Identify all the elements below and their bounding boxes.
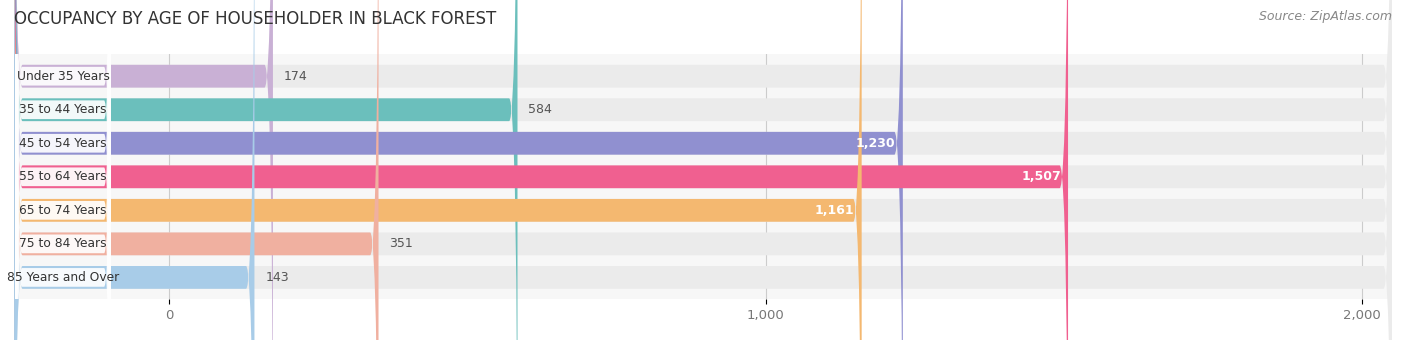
Text: Source: ZipAtlas.com: Source: ZipAtlas.com: [1258, 10, 1392, 23]
FancyBboxPatch shape: [14, 0, 1392, 340]
FancyBboxPatch shape: [15, 0, 111, 340]
FancyBboxPatch shape: [14, 0, 254, 340]
Text: 55 to 64 Years: 55 to 64 Years: [20, 170, 107, 183]
Text: Under 35 Years: Under 35 Years: [17, 70, 110, 83]
Text: 35 to 44 Years: 35 to 44 Years: [20, 103, 107, 116]
FancyBboxPatch shape: [14, 0, 862, 340]
Text: 75 to 84 Years: 75 to 84 Years: [20, 237, 107, 250]
Text: 174: 174: [284, 70, 308, 83]
Text: 351: 351: [389, 237, 413, 250]
FancyBboxPatch shape: [14, 0, 1392, 340]
FancyBboxPatch shape: [15, 0, 111, 340]
FancyBboxPatch shape: [15, 0, 111, 340]
FancyBboxPatch shape: [15, 0, 111, 340]
FancyBboxPatch shape: [14, 0, 1069, 340]
FancyBboxPatch shape: [14, 0, 517, 340]
FancyBboxPatch shape: [14, 0, 1392, 340]
FancyBboxPatch shape: [15, 0, 111, 340]
Text: 143: 143: [266, 271, 288, 284]
FancyBboxPatch shape: [14, 0, 903, 340]
Text: 1,507: 1,507: [1021, 170, 1062, 183]
Text: 1,230: 1,230: [856, 137, 896, 150]
Text: 65 to 74 Years: 65 to 74 Years: [20, 204, 107, 217]
Text: 584: 584: [529, 103, 553, 116]
Text: 45 to 54 Years: 45 to 54 Years: [20, 137, 107, 150]
FancyBboxPatch shape: [14, 0, 1392, 340]
FancyBboxPatch shape: [14, 0, 273, 340]
FancyBboxPatch shape: [15, 0, 111, 340]
FancyBboxPatch shape: [14, 0, 1392, 340]
FancyBboxPatch shape: [14, 0, 1392, 340]
FancyBboxPatch shape: [15, 0, 111, 340]
FancyBboxPatch shape: [14, 0, 378, 340]
Text: 1,161: 1,161: [815, 204, 855, 217]
Text: 85 Years and Over: 85 Years and Over: [7, 271, 120, 284]
FancyBboxPatch shape: [14, 0, 1392, 340]
Text: OCCUPANCY BY AGE OF HOUSEHOLDER IN BLACK FOREST: OCCUPANCY BY AGE OF HOUSEHOLDER IN BLACK…: [14, 10, 496, 28]
